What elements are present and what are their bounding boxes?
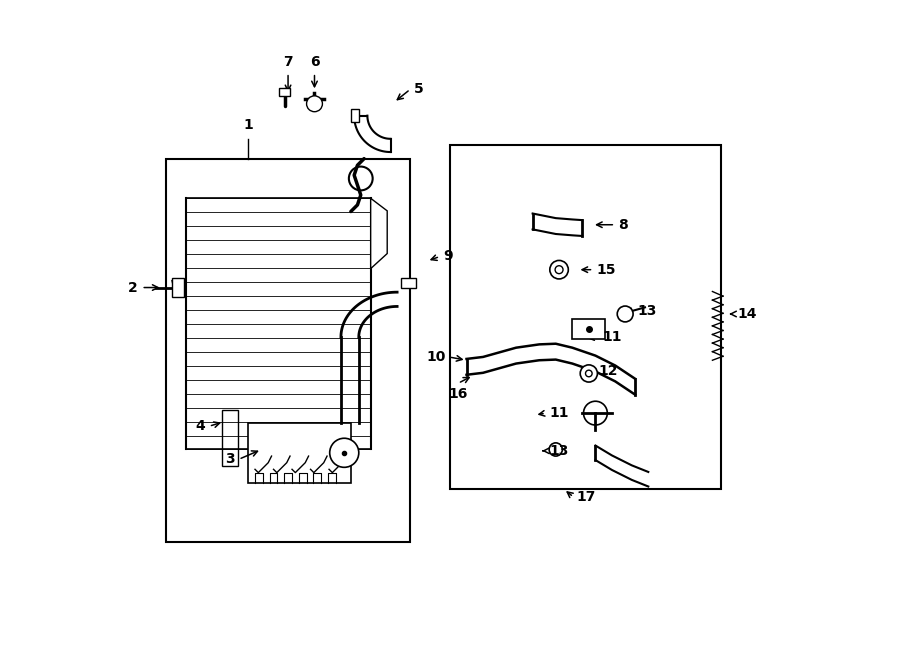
Bar [248, 423, 351, 483]
Circle shape [580, 365, 598, 382]
Text: 10: 10 [426, 350, 446, 364]
Circle shape [586, 370, 592, 377]
Bar [450, 145, 721, 489]
Bar [401, 278, 416, 288]
Text: 16: 16 [448, 387, 468, 401]
Bar [280, 88, 290, 96]
Text: 2: 2 [129, 280, 138, 295]
Circle shape [550, 260, 568, 279]
Circle shape [583, 401, 608, 425]
Text: 6: 6 [310, 56, 320, 69]
Text: 17: 17 [577, 490, 597, 504]
Circle shape [329, 438, 359, 467]
Text: 1: 1 [244, 118, 253, 132]
Text: 8: 8 [618, 217, 628, 232]
Text: 11: 11 [549, 406, 569, 420]
Text: 14: 14 [737, 307, 757, 321]
Text: 12: 12 [598, 364, 618, 379]
Text: 15: 15 [597, 262, 617, 277]
Bar [173, 278, 184, 297]
Circle shape [549, 443, 562, 456]
Circle shape [617, 306, 633, 322]
Text: 5: 5 [414, 82, 423, 97]
Text: 7: 7 [284, 56, 292, 69]
Bar [572, 319, 606, 339]
Bar [166, 159, 410, 542]
Text: 13: 13 [549, 444, 569, 458]
Text: 4: 4 [195, 419, 205, 434]
Circle shape [555, 266, 563, 274]
Text: 3: 3 [226, 452, 235, 467]
Text: 13: 13 [637, 303, 656, 318]
Bar [185, 198, 371, 449]
Text: 11: 11 [602, 330, 622, 344]
Polygon shape [371, 198, 387, 268]
Bar [351, 109, 359, 122]
Text: 9: 9 [444, 249, 453, 264]
Circle shape [307, 96, 322, 112]
Bar [222, 410, 239, 466]
